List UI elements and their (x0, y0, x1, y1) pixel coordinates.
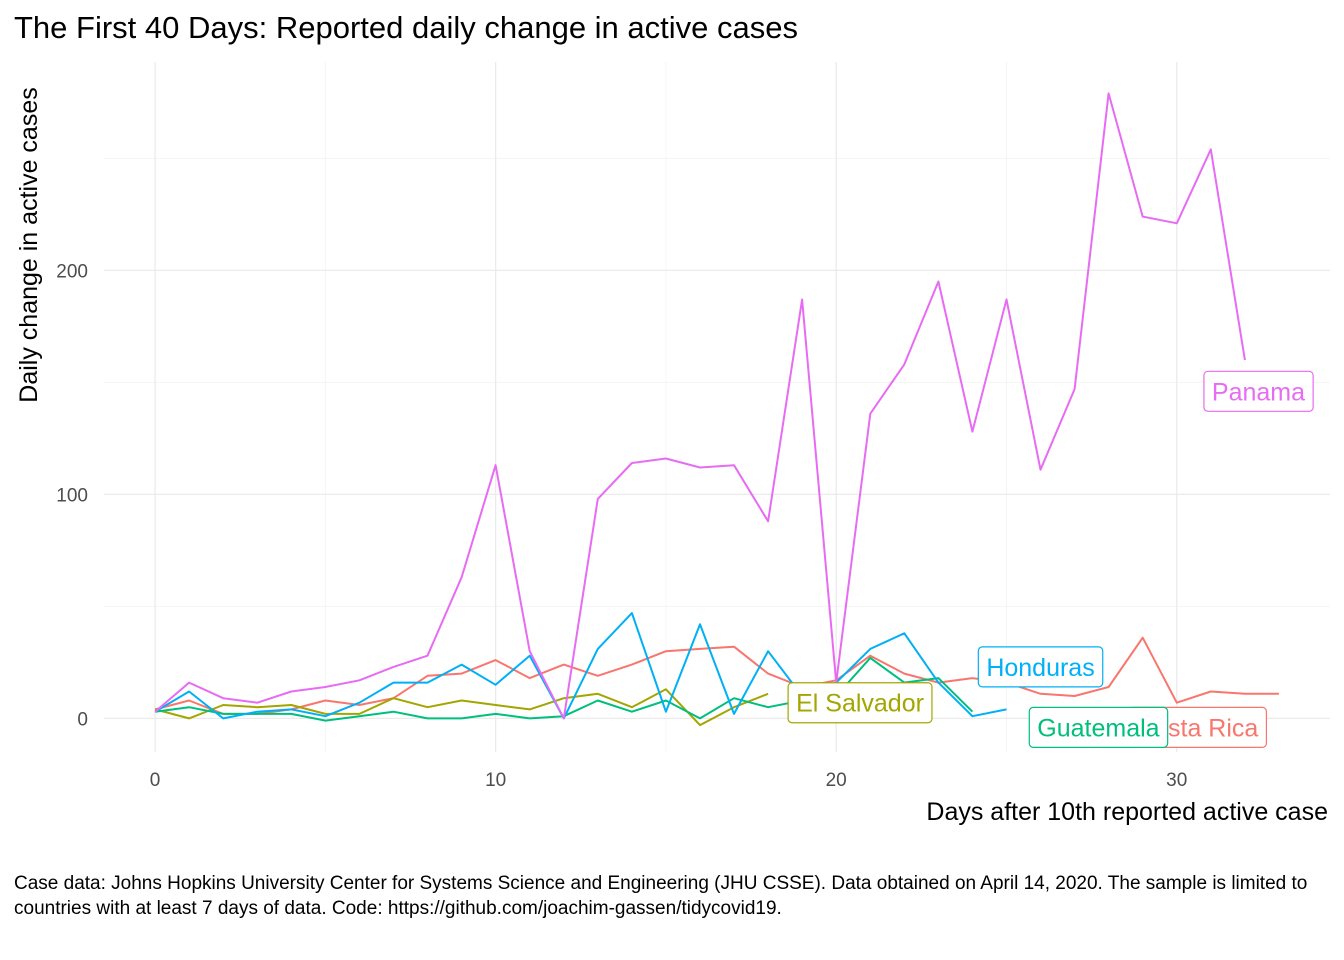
series-line-costa-rica (154, 636, 1279, 715)
series-label-text: Honduras (986, 654, 1094, 682)
series-label-box (977, 646, 1104, 688)
series-label-honduras: Honduras (977, 646, 1104, 688)
series-group (154, 92, 1279, 727)
y-axis-title: Daily change in active cases (15, 87, 43, 402)
series-line-el-salvador (154, 688, 769, 727)
y-tick-label: 0 (77, 709, 88, 730)
series-label-guatemala: Guatemala (1028, 706, 1169, 748)
chart-title: The First 40 Days: Reported daily change… (14, 10, 798, 45)
series-label-box (1028, 706, 1169, 748)
series-line-panama (154, 92, 1246, 720)
x-tick-label: 10 (485, 770, 506, 791)
series-label-text: Guatemala (1037, 714, 1159, 742)
series-label-text: Panama (1212, 378, 1305, 406)
axes: 0 10 20 30 0 100 200 Days after 10th reported a… (15, 87, 1328, 826)
y-tick-label: 100 (56, 485, 88, 506)
series-line-honduras (154, 612, 1007, 720)
series-label-box (787, 682, 933, 724)
line-chart: 0 10 20 30 0 100 200 Days after 10th reported a… (15, 62, 1330, 826)
series-label-panama: Panama (1203, 370, 1314, 412)
x-tick-label: 0 (150, 770, 161, 791)
series-label-box (1203, 370, 1314, 412)
series-label-el-salvador: El Salvador (787, 682, 933, 724)
chart-caption: Case data: Johns Hopkins University Cent… (14, 873, 1308, 919)
x-tick-label: 30 (1166, 770, 1187, 791)
x-axis-title: Days after 10th reported active case (926, 798, 1328, 826)
y-tick-label: 200 (56, 261, 88, 282)
x-tick-label: 20 (826, 770, 847, 791)
series-label-text: El Salvador (796, 690, 924, 718)
